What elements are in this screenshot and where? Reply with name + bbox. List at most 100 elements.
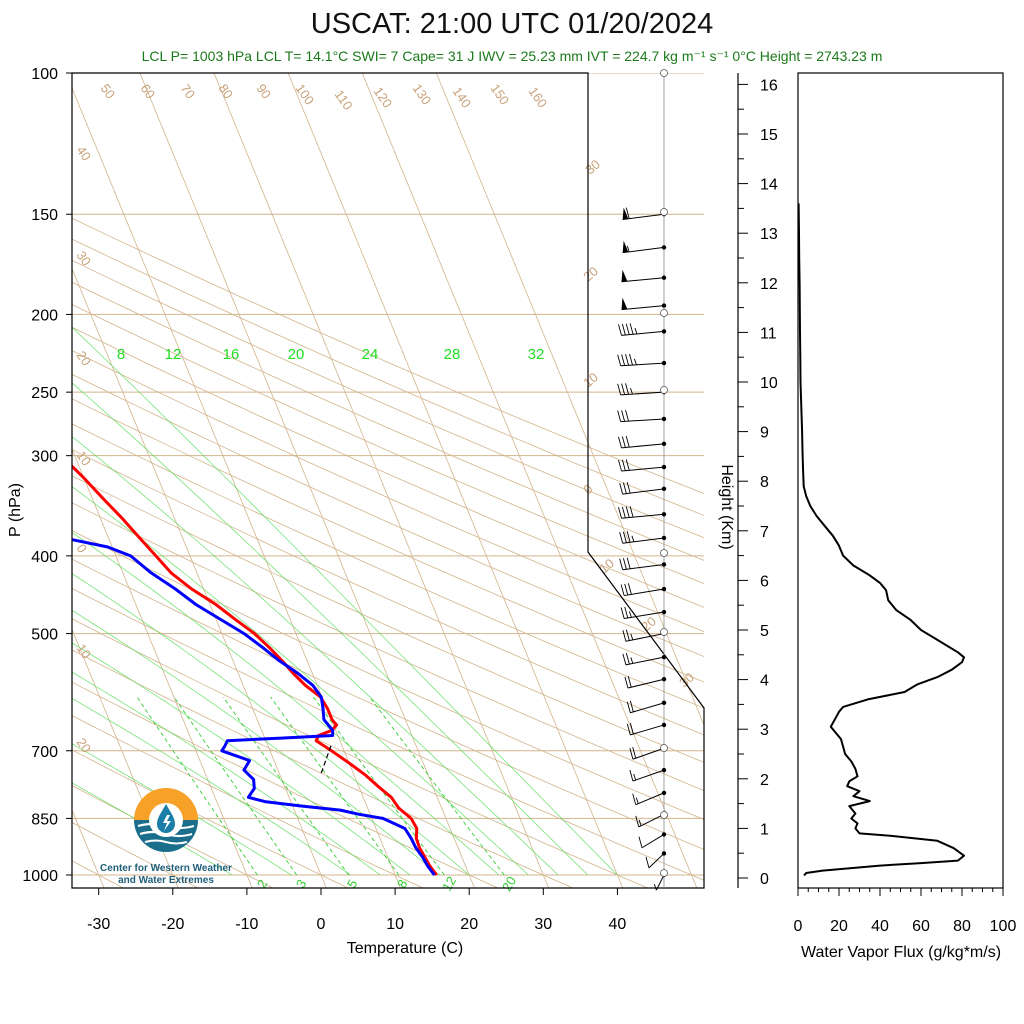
barb-half-flag [630,657,634,664]
dry-adiabat-line [72,281,704,561]
isotherm-label: 30 [582,157,603,178]
barb-full-flag [632,747,637,759]
height-tick-label: 14 [760,177,778,194]
dry-adiabat-line [72,217,704,495]
barb-staff [622,563,665,571]
barb-full-flag [626,482,631,494]
moist-adiabat-label: 28 [444,346,461,363]
dry-adiabat-label: 20 [74,735,95,755]
dry-adiabat-line [72,260,704,539]
skew-t-frame [71,72,705,889]
temperature-profile-line [72,464,438,876]
barb-full-flag [621,410,626,422]
wind-barb [619,482,667,495]
barb-full-flag [625,506,630,518]
barb-staff [625,633,665,642]
flux-tick-label: 60 [912,918,930,935]
wind-barb [624,676,667,689]
dry-adiabat-label: 50 [98,81,119,101]
dry-adiabat-line [72,530,704,821]
flux-tick-label: 0 [794,918,803,935]
dewpoint-profile-line [72,538,436,876]
barb-full-flag [618,436,622,448]
dry-adiabat-line [72,423,704,709]
barb-full-flag [625,629,630,641]
dry-adiabat-label: 80 [216,81,237,101]
temperature-tick-label: -30 [87,916,110,933]
dry-adiabat-label: 160 [526,84,551,110]
height-tick-label: 4 [760,673,769,690]
barb-full-flag [629,323,634,335]
dry-adiabat-line [72,398,704,683]
barb-staff [620,418,665,423]
barb-full-flag [625,354,629,366]
pressure-tick-label: 500 [31,627,58,644]
barb-open-circle [660,309,668,317]
barb-full-flag [627,583,632,595]
height-tick-label: 10 [760,375,778,392]
barb-open-circle [660,628,668,636]
barb-full-flag [624,606,629,619]
barb-full-flag [629,353,633,366]
flux-axis-label: Water Vapor Flux (g/kg*m/s) [801,944,1001,961]
chart-title: USCAT: 21:00 UTC 01/20/2024 [310,8,714,40]
barb-full-flag [621,354,626,366]
parcel-path-line [320,745,332,775]
wind-barb [621,269,667,283]
barb-half-flag [638,819,642,826]
mixing-ratio-label: 12 [439,874,459,894]
barb-full-flag [627,676,632,688]
height-tick-label: 15 [760,127,778,144]
wind-barb [618,435,667,449]
chart-subtitle: LCL P= 1003 hPa LCL T= 14.1°C SWI= 7 Cap… [141,48,883,64]
water-drop-logo-icon [134,788,198,852]
barb-staff [632,747,665,760]
dry-adiabat-label: 30 [74,248,95,268]
isotherm-label: 20 [580,264,601,285]
height-tick-label: 12 [760,276,778,293]
dry-adiabat-line [72,350,704,633]
mixing-ratio-line [173,696,298,876]
barb-full-flag [622,558,627,570]
skew-t-profiles [72,464,438,876]
barb-full-flag [629,722,634,735]
wind-barb [621,297,667,311]
dry-adiabat-line [72,558,704,850]
height-tick-label: 9 [760,425,769,442]
barb-staff [622,488,665,495]
barb-full-flag [618,324,622,336]
pressure-tick-label: 1000 [22,868,58,885]
barb-full-flag [625,207,630,219]
dry-adiabat-line [72,475,704,763]
barb-full-flag [624,676,629,689]
moist-adiabat-line [72,573,470,876]
pressure-tick-label: 150 [31,207,58,224]
flux-profile-line [797,203,965,877]
barb-full-flag [625,653,630,665]
barb-full-flag [626,701,631,713]
wind-barb [645,851,667,869]
barb-staff [620,391,665,396]
wind-barb [638,832,667,849]
barb-open-circle [660,69,668,77]
isotherm-label: 30 [676,670,697,691]
barb-full-flag [617,354,622,366]
pressure-tick-label: 250 [31,385,58,402]
height-tick-label: 7 [760,524,769,541]
barb-staff [622,213,665,220]
barb-full-flag [620,607,625,619]
barb-staff [621,277,665,283]
barb-staff [630,724,665,736]
barb-full-flag [632,793,637,805]
dry-adiabat-line [72,618,649,888]
barb-staff [632,769,665,782]
flux-tick-label: 80 [953,918,971,935]
barb-full-flag [645,856,650,869]
barb-station-dot [661,275,667,280]
barb-full-flag [618,507,622,519]
barb-full-flag [625,459,630,471]
wind-barb [629,767,667,782]
dry-adiabat-label: 150 [488,81,513,107]
